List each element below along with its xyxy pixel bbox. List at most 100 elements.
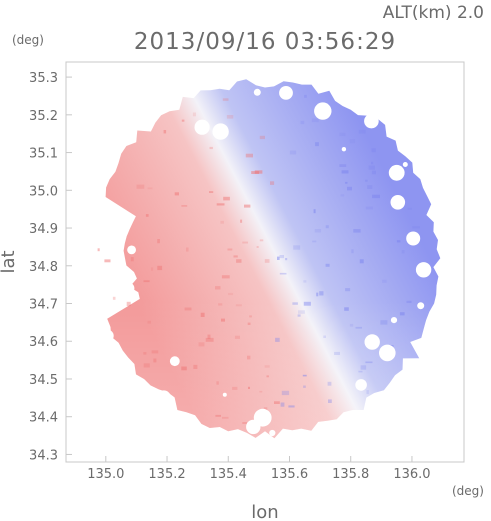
echo-gap [169,356,180,367]
echo-gap [355,379,367,391]
echo-speckle [355,326,362,329]
echo-speckle [316,292,319,297]
y-tick-label: 34.4 [29,411,58,426]
echo-speckle [223,196,230,201]
echo-speckle [193,364,198,369]
echo-gap [388,164,405,181]
y-tick-label: 34.9 [29,222,58,237]
echo-speckle [325,225,329,229]
echo-speckle [371,148,376,153]
echo-speckle [349,139,356,144]
echo-gap [194,119,210,135]
echo-speckle [264,365,270,368]
echo-speckle [136,184,145,189]
echo-speckle [406,300,412,303]
echo-speckle [298,310,305,314]
echo-speckle [233,255,238,258]
echo-gap [279,86,293,100]
echo-gap [390,195,406,210]
echo-speckle [311,118,319,123]
echo-speckle [147,320,151,324]
echo-speckle [235,304,242,307]
echo-gap [101,329,114,342]
y-axis-label: lat [0,250,19,273]
echo-speckle [216,203,225,206]
echo-speckle [327,381,332,386]
echo-speckle [297,314,301,317]
echo-speckle [254,170,263,174]
echo-speckle [215,414,221,417]
echo-gap [341,147,347,152]
echo-speckle [104,259,111,263]
echo-speckle [275,337,280,342]
echo-speckle [245,153,253,158]
echo-speckle [303,280,307,283]
echo-speckle [292,302,298,305]
echo-speckle [236,259,242,263]
echo-speckle [407,207,412,210]
x-tick-label: 136.0 [393,467,430,482]
echo-speckle [315,142,319,147]
echo-gap [253,88,261,96]
echo-speckle [341,170,349,174]
echo-gap [406,231,421,246]
chart-title: 2013/09/16 03:56:29 [134,29,396,55]
echo-speckle [371,170,376,175]
echo-speckle [249,315,252,318]
echo-speckle [277,256,280,260]
echo-speckle [256,246,259,248]
echo-speckle [259,239,264,242]
echo-speckle [143,363,150,368]
echo-speckle [220,220,224,224]
echo-speckle [126,301,131,307]
echo-gap [314,102,332,120]
echo-speckle [344,307,349,311]
echo-speckle [366,390,369,395]
echo-speckle [227,248,233,251]
y-axis-ticks: 34.3 34.4 34.5 34.6 34.7 34.8 34.9 35.0 35.1 35.2… [29,71,72,463]
echo-speckle [314,229,322,233]
echo-speckle [274,401,280,404]
echo-gap [212,123,229,140]
echo-speckle [221,318,225,322]
echo-speckle [313,209,316,214]
echo-speckle [263,407,268,411]
echo-speckle [359,259,364,264]
echo-speckle [174,192,179,196]
echo-speckle [181,205,188,207]
echo-speckle [319,291,324,296]
echo-gap [402,162,408,167]
echo-speckle [184,307,192,311]
echo-speckle [365,179,368,182]
echo-gap [415,237,420,243]
y-tick-label: 34.6 [29,335,58,350]
echo-speckle [209,191,214,193]
echo-speckle [401,250,405,254]
echo-speckle [200,312,205,317]
echo-speckle [325,263,330,267]
echo-speckle [349,323,354,327]
x-tick-label: 135.2 [148,467,185,482]
plot-frame [65,61,465,463]
echo-speckle [247,322,251,325]
echo-speckle [228,292,234,296]
echo-speckle [303,385,306,388]
y-tick-label: 35.3 [29,71,58,86]
echo-speckle [151,267,154,271]
echo-speckle [222,416,229,419]
echo-speckle [289,150,297,155]
echo-speckles [95,86,432,437]
echo-speckle [368,165,375,170]
echo-gap [364,113,379,129]
echo-speckle [192,112,196,117]
echo-speckle [259,390,263,393]
echo-speckle [218,303,223,306]
echo-speckle [216,381,219,385]
echo-gap [415,262,432,278]
echo-speckle [222,98,229,101]
echo-speckle [147,187,153,190]
radar-echo-shade [105,79,441,439]
echo-speckle [198,342,205,347]
echo-gap [269,429,276,437]
y-tick-label: 35.2 [29,109,58,124]
